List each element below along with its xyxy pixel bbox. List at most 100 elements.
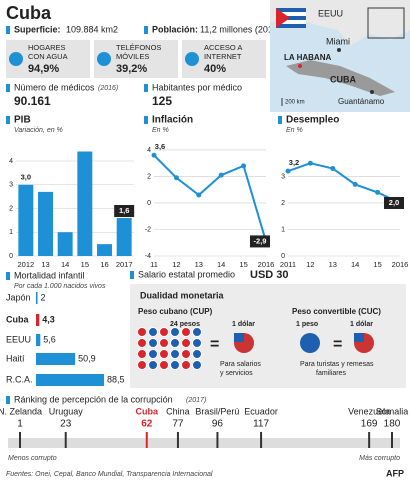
rank-mark [19,432,21,448]
cuc-use: familiares [316,370,346,377]
rank-label: 169 [361,419,378,430]
point [151,152,157,158]
rank-axis [8,438,400,448]
peso-coin [137,349,147,359]
bullet [6,116,10,124]
x-tick-label: 2017 [116,260,133,269]
bar [77,151,93,256]
x-tick-label: 16 [100,260,108,269]
chart-subtitle: Variación, en % [14,127,63,134]
x-tick-label: 13 [329,260,337,269]
value-label: 3,2 [289,158,299,167]
chart-subtitle: (2017) [186,397,206,404]
y-tick-label: 1 [9,229,13,236]
x-tick-label: 14 [61,260,69,269]
rank-label: 180 [384,419,401,430]
coins [137,327,202,370]
rank-label: 62 [141,419,153,430]
value-label: 3,0 [21,173,31,182]
country-label: Ecuador [244,406,278,416]
inset-frame [367,7,405,39]
salary-label: Salario estatal promedio [138,269,235,279]
value-label: 50,9 [78,353,96,363]
cuc-name: Peso convertible (CUC) [292,307,381,316]
value-label: 2 [41,292,46,302]
city-dot [298,64,302,68]
peso-coin [181,327,191,337]
line [287,162,401,204]
point [375,189,381,195]
axis-left-label: Menos corrupto [8,455,57,462]
bar [57,232,73,256]
point [196,192,202,198]
label-box [384,196,404,209]
dollar-canton [354,333,364,342]
peso-coin [192,360,202,370]
value-label: 4,3 [42,314,55,324]
x-tick-label: 14 [217,260,225,269]
y-tick-label: 0 [9,253,13,260]
chart-title: Ránking de percepción de la corrupción [14,394,173,404]
value-label: 88,5 [107,374,125,384]
chart-subtitle: Por cada 1.000 nacidos vivos [14,283,106,290]
x-tick-label: 13 [195,260,203,269]
peso-coin [148,338,158,348]
x-tick-label: 2016 [392,260,409,269]
x-tick-label: 2011 [280,260,296,269]
value-label: 5,6 [43,334,56,344]
equals-sign: = [333,336,342,353]
peso-coin [159,327,169,337]
cup-equals: 1 dólar [232,321,255,328]
value-label: -2,9 [254,236,267,245]
x-tick-label: 2012 [17,260,34,269]
bullet [144,26,148,34]
bar [116,218,132,256]
category-label: Cuba [6,314,29,324]
x-tick-label: 12 [306,260,314,269]
peso-coin [192,338,202,348]
doctors-year: (2016) [98,85,118,92]
rank-label: 23 [60,419,72,430]
indicator-icon [9,52,23,66]
x-tick-label: 15 [81,260,89,269]
rank-mark [368,432,371,448]
peso-coin [137,360,147,370]
peso-coin [137,338,147,348]
y-tick-label: 2 [9,205,13,212]
cup-amount: 24 pesos [170,321,200,328]
line [153,154,267,242]
value-label: 3,6 [155,142,165,151]
map-label: LA HABANA [284,53,331,62]
rank-mark [260,432,263,448]
indicator-icon [97,52,111,66]
indicator-label: TELÉFONOS [116,43,161,52]
x-tick-label: 11 [150,260,158,269]
category-label: EEUU [6,334,31,344]
bar [36,353,76,365]
country-label: Brasil/Perú [195,406,239,416]
peso-coin [170,327,180,337]
flag-triangle [276,8,290,28]
rank-label: 96 [212,419,224,430]
country-label: N. Zelanda [0,406,42,416]
value-label: 1,6 [119,206,129,215]
peso-coin [300,333,320,353]
bullet [6,396,10,404]
indicator-label: MÓVILES [116,52,149,61]
y-tick-label: 1 [281,226,285,233]
peso-coin [170,360,180,370]
y-tick-label: 0 [147,200,151,207]
peso-coin [148,349,158,359]
indicator-icon [185,52,199,66]
bullet [278,116,282,124]
peso-coin [137,327,147,337]
point [241,163,247,169]
bar [36,374,104,386]
x-tick-label: 15 [239,260,247,269]
area-label: Superficie: [14,24,61,34]
bar [36,292,38,304]
cuc-amount: 1 peso [296,321,318,328]
cuc-equals: 1 dólar [350,321,373,328]
per-doctor-label: Habitantes por médico [152,82,242,92]
